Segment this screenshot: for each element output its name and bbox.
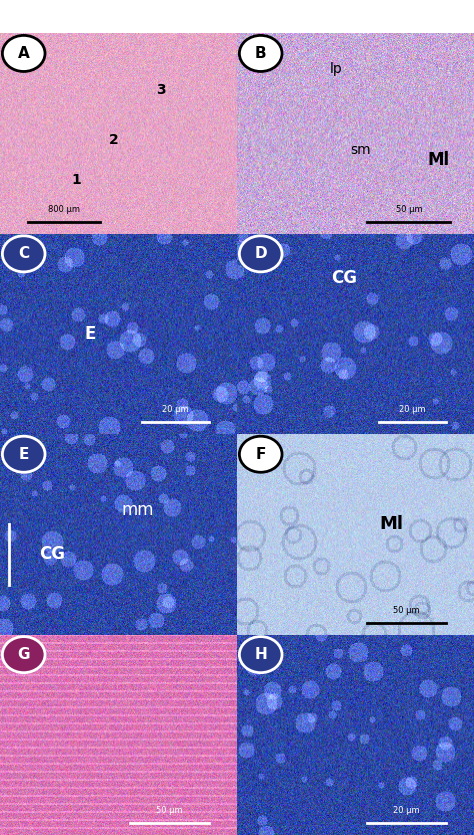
Text: 1: 1 bbox=[71, 173, 81, 187]
Circle shape bbox=[239, 35, 282, 72]
Circle shape bbox=[2, 436, 45, 473]
Text: lp: lp bbox=[330, 63, 343, 77]
Text: Ml: Ml bbox=[379, 515, 403, 534]
Circle shape bbox=[2, 636, 45, 673]
Text: G: G bbox=[18, 647, 30, 662]
Text: sm: sm bbox=[350, 143, 371, 157]
Circle shape bbox=[239, 636, 282, 673]
Text: A: A bbox=[18, 46, 29, 61]
Text: One week: One week bbox=[183, 8, 291, 26]
Text: H: H bbox=[255, 647, 267, 662]
Text: 2: 2 bbox=[109, 133, 118, 147]
Text: 50 μm: 50 μm bbox=[393, 605, 420, 615]
Circle shape bbox=[2, 35, 45, 72]
Text: CG: CG bbox=[39, 545, 65, 564]
Text: C: C bbox=[18, 246, 29, 261]
Circle shape bbox=[2, 235, 45, 272]
Text: E: E bbox=[18, 447, 29, 462]
Text: B: B bbox=[255, 46, 266, 61]
Text: 3: 3 bbox=[156, 83, 166, 97]
Text: 20 μm: 20 μm bbox=[162, 405, 189, 414]
Text: 50 μm: 50 μm bbox=[156, 806, 183, 815]
Text: 50 μm: 50 μm bbox=[395, 205, 422, 214]
Text: F: F bbox=[255, 447, 266, 462]
Text: mm: mm bbox=[121, 501, 154, 519]
Text: D: D bbox=[255, 246, 267, 261]
Text: Ml: Ml bbox=[428, 150, 449, 169]
Text: 800 μm: 800 μm bbox=[48, 205, 80, 214]
Text: E: E bbox=[84, 325, 96, 343]
Text: CG: CG bbox=[331, 269, 356, 287]
Circle shape bbox=[239, 436, 282, 473]
Text: 20 μm: 20 μm bbox=[399, 405, 426, 414]
Text: 20 μm: 20 μm bbox=[393, 806, 420, 815]
Circle shape bbox=[239, 235, 282, 272]
